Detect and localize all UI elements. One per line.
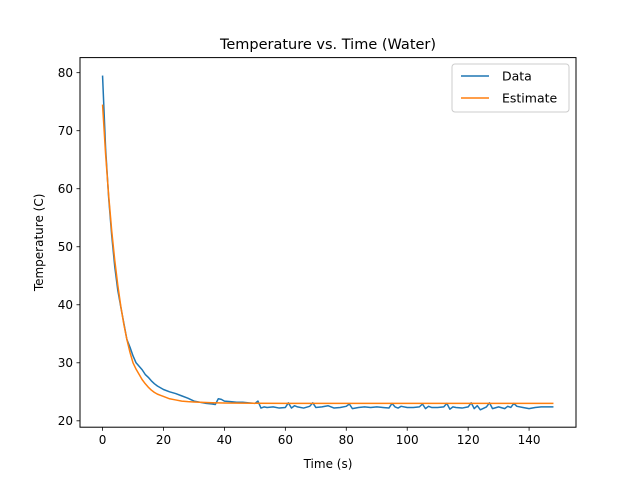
- y-tick-label: 40: [58, 298, 73, 312]
- legend-label-data: Data: [502, 69, 532, 84]
- x-tick-label: 100: [396, 433, 419, 447]
- y-tick-label: 50: [58, 240, 73, 254]
- x-tick-label: 140: [518, 433, 541, 447]
- y-tick-label: 60: [58, 182, 73, 196]
- x-tick-label: 120: [457, 433, 480, 447]
- legend: Data Estimate: [451, 63, 570, 113]
- y-tick-label: 20: [58, 414, 73, 428]
- x-axis: 0 20 40 60 80 100 120 140: [99, 427, 541, 447]
- y-axis-label: Temperature (C): [32, 194, 46, 293]
- plot-frame: [79, 57, 577, 428]
- series-line-data: [101, 75, 554, 411]
- x-tick-label: 40: [217, 433, 232, 447]
- x-tick-label: 60: [278, 433, 293, 447]
- series-layer: [101, 75, 554, 411]
- x-axis-label: Time (s): [303, 457, 353, 471]
- x-tick-label: 80: [339, 433, 354, 447]
- x-tick-label: 0: [99, 433, 107, 447]
- legend-label-estimate: Estimate: [502, 91, 558, 106]
- plot-area: [101, 75, 554, 411]
- y-tick-label: 80: [58, 66, 73, 80]
- chart-title: Temperature vs. Time (Water): [219, 37, 436, 53]
- y-tick-label: 30: [58, 356, 73, 370]
- y-axis: 20 30 40 50 60 70 80: [58, 66, 80, 428]
- x-tick-label: 20: [156, 433, 171, 447]
- y-tick-label: 70: [58, 124, 73, 138]
- series-line-estimate: [101, 104, 554, 405]
